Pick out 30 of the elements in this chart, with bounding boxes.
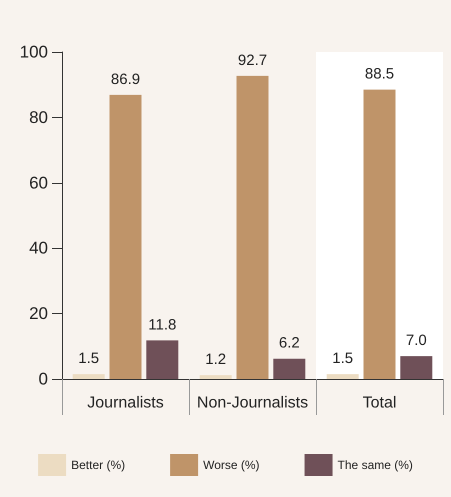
data-label: 7.0: [406, 332, 427, 350]
data-label: 1.5: [332, 350, 354, 368]
bar: [236, 76, 268, 379]
y-tick-label: 100: [20, 42, 48, 62]
y-tick-label: 0: [38, 370, 48, 388]
bar: [72, 374, 105, 379]
data-label: 92.7: [238, 52, 268, 69]
bar: [110, 94, 142, 379]
y-tick-label: 80: [29, 108, 48, 127]
legend-label: The same (%): [338, 458, 413, 472]
legend-label: Worse (%): [203, 458, 260, 472]
y-tick-label: 20: [29, 304, 48, 324]
x-tick-label: Total: [362, 394, 396, 412]
x-tick-label: Journalists: [87, 394, 164, 412]
data-label: 11.8: [148, 316, 176, 334]
bar: [200, 375, 232, 379]
bar: [146, 340, 178, 379]
data-label: 88.5: [364, 66, 394, 83]
x-tick-label: Non-Journalists: [196, 394, 308, 412]
data-label: 1.5: [78, 350, 100, 368]
data-label: 86.9: [110, 70, 140, 88]
bar: [273, 358, 306, 379]
bar: [364, 90, 396, 379]
data-label: 1.2: [205, 351, 226, 368]
bar: [326, 374, 359, 379]
y-tick-label: 40: [29, 238, 48, 258]
y-tick-label: 60: [29, 173, 48, 192]
legend-label: Better (%): [71, 458, 126, 472]
bar: [400, 356, 432, 379]
data-label: 6.2: [278, 334, 300, 352]
